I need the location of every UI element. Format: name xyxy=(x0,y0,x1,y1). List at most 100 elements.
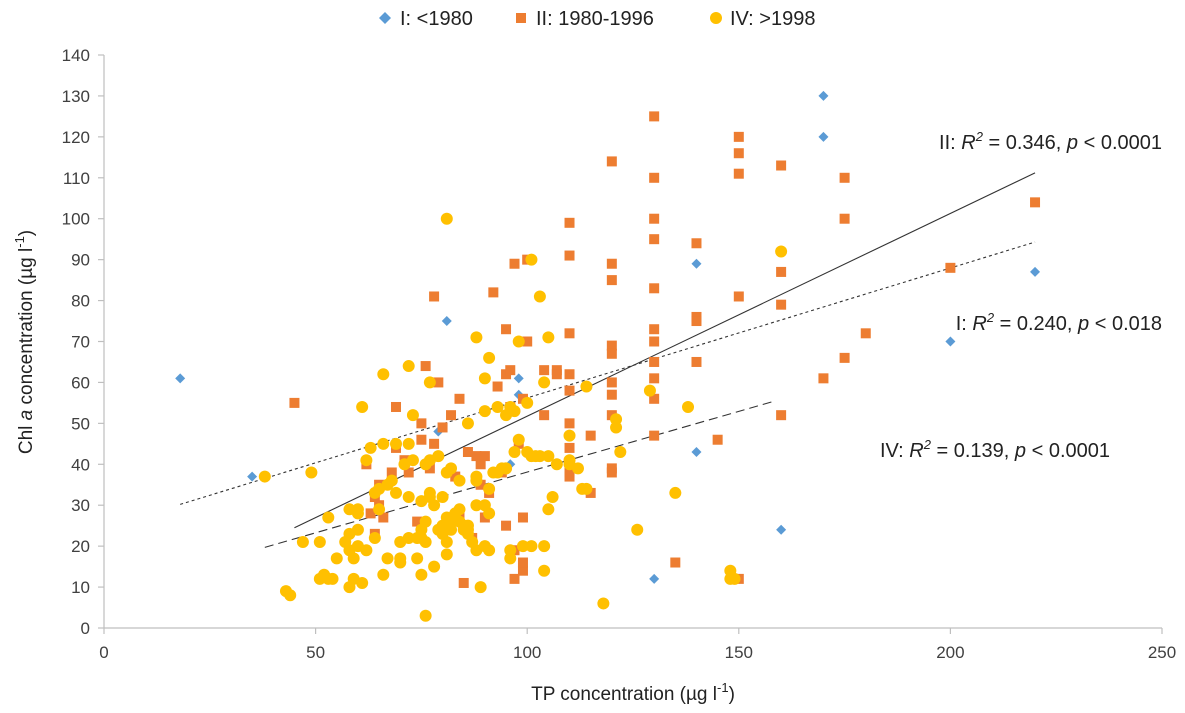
data-point-diamond xyxy=(649,573,660,584)
data-point-circle xyxy=(440,548,453,561)
data-point-square xyxy=(585,430,596,441)
data-point-circle xyxy=(411,552,424,565)
data-point-square xyxy=(839,172,850,183)
data-point-circle xyxy=(533,290,546,303)
data-point-square xyxy=(606,275,617,286)
data-point-square xyxy=(733,148,744,159)
annotation-1-tail: < 0.018 xyxy=(1089,313,1162,335)
legend-item-series-2: II: 1980-1996 xyxy=(516,8,654,30)
annotation-series-4: IV: R2 = 0.139, p < 0.0001 xyxy=(880,437,1110,462)
annotation-4-tail: < 0.0001 xyxy=(1026,440,1110,462)
y-tick-label: 100 xyxy=(62,210,90,229)
legend-label-series-2: II: 1980-1996 xyxy=(536,8,654,30)
data-point-circle xyxy=(512,433,525,446)
data-point-circle xyxy=(377,568,390,581)
data-point-square xyxy=(403,467,414,478)
y-axis-title-end: ) xyxy=(16,230,37,236)
data-point-circle xyxy=(322,511,335,524)
data-point-circle xyxy=(381,552,394,565)
annotation-2-p: p xyxy=(1066,132,1078,154)
y-axis-title: Chl a concentration (µg l-1) xyxy=(12,230,37,454)
data-point-square xyxy=(564,217,575,228)
data-point-square xyxy=(365,508,376,519)
data-point-square xyxy=(776,410,787,421)
data-point-circle xyxy=(385,474,398,487)
data-point-circle xyxy=(390,437,403,450)
data-point-square xyxy=(386,467,397,478)
data-point-circle xyxy=(377,368,390,381)
data-point-circle xyxy=(483,544,496,557)
data-point-square xyxy=(412,516,423,527)
annotation-1-p: p xyxy=(1077,313,1089,335)
data-point-circle xyxy=(406,454,419,467)
data-point-circle xyxy=(669,486,682,499)
data-point-circle xyxy=(284,589,297,602)
data-point-square xyxy=(733,291,744,302)
annotation-1-r: R xyxy=(972,313,986,335)
data-point-square xyxy=(670,557,681,568)
data-point-square xyxy=(649,324,660,335)
data-point-circle xyxy=(368,531,381,544)
data-point-square xyxy=(517,557,528,568)
data-point-square xyxy=(564,442,575,453)
data-point-circle xyxy=(390,486,403,499)
data-point-circle xyxy=(351,503,364,516)
data-point-square xyxy=(492,381,503,392)
data-point-diamond xyxy=(513,373,524,384)
legend-item-series-3: IV: >1998 xyxy=(710,8,815,30)
data-point-square xyxy=(649,172,660,183)
data-point-circle xyxy=(423,486,436,499)
data-point-circle xyxy=(445,462,458,475)
data-point-circle xyxy=(516,540,529,553)
data-point-circle xyxy=(508,405,521,418)
data-point-square xyxy=(606,340,617,351)
annotation-2-stat: = 0.346, xyxy=(983,132,1067,154)
x-axis-title-end: ) xyxy=(729,684,735,705)
data-point-square xyxy=(649,373,660,384)
data-point-square xyxy=(517,512,528,523)
trendline-ii xyxy=(294,172,1036,529)
data-point-circle xyxy=(296,536,309,549)
data-point-circle xyxy=(470,499,483,512)
data-point-circle xyxy=(436,491,449,504)
data-point-square xyxy=(606,467,617,478)
data-point-square xyxy=(649,356,660,367)
data-point-circle xyxy=(478,405,491,418)
data-point-square xyxy=(733,168,744,179)
data-point-square xyxy=(733,131,744,142)
data-point-square xyxy=(860,328,871,339)
data-point-square xyxy=(429,291,440,302)
trendlines xyxy=(180,172,1036,548)
data-point-circle xyxy=(377,437,390,450)
data-point-diamond xyxy=(776,524,787,535)
annotation-1-sq: 2 xyxy=(986,310,995,325)
data-point-circle xyxy=(474,581,487,594)
x-tick-label: 50 xyxy=(306,643,325,662)
data-point-circle xyxy=(614,446,627,459)
data-point-square xyxy=(776,266,787,277)
data-point-square xyxy=(839,213,850,224)
data-point-circle xyxy=(483,482,496,495)
data-point-square xyxy=(606,389,617,400)
data-point-square xyxy=(458,577,469,588)
legend-item-series-1: I: <1980 xyxy=(379,8,473,30)
y-tick-label: 140 xyxy=(62,46,90,65)
data-point-square xyxy=(649,111,660,122)
data-point-square xyxy=(539,410,550,421)
annotation-4-r: R xyxy=(909,440,923,462)
annotation-4-p: p xyxy=(1014,440,1026,462)
data-point-diamond xyxy=(691,447,702,458)
data-point-square xyxy=(691,238,702,249)
data-point-square xyxy=(649,393,660,404)
data-point-circle xyxy=(571,462,584,475)
data-point-diamond xyxy=(818,131,829,142)
data-point-circle xyxy=(419,536,432,549)
data-point-circle xyxy=(423,376,436,389)
data-point-circle xyxy=(483,351,496,364)
data-point-square xyxy=(471,451,482,462)
data-point-circle xyxy=(415,568,428,581)
data-point-circle xyxy=(394,552,407,565)
data-point-circle xyxy=(728,572,741,585)
annotation-4-prefix: IV: xyxy=(880,440,909,462)
data-point-circle xyxy=(470,331,483,344)
